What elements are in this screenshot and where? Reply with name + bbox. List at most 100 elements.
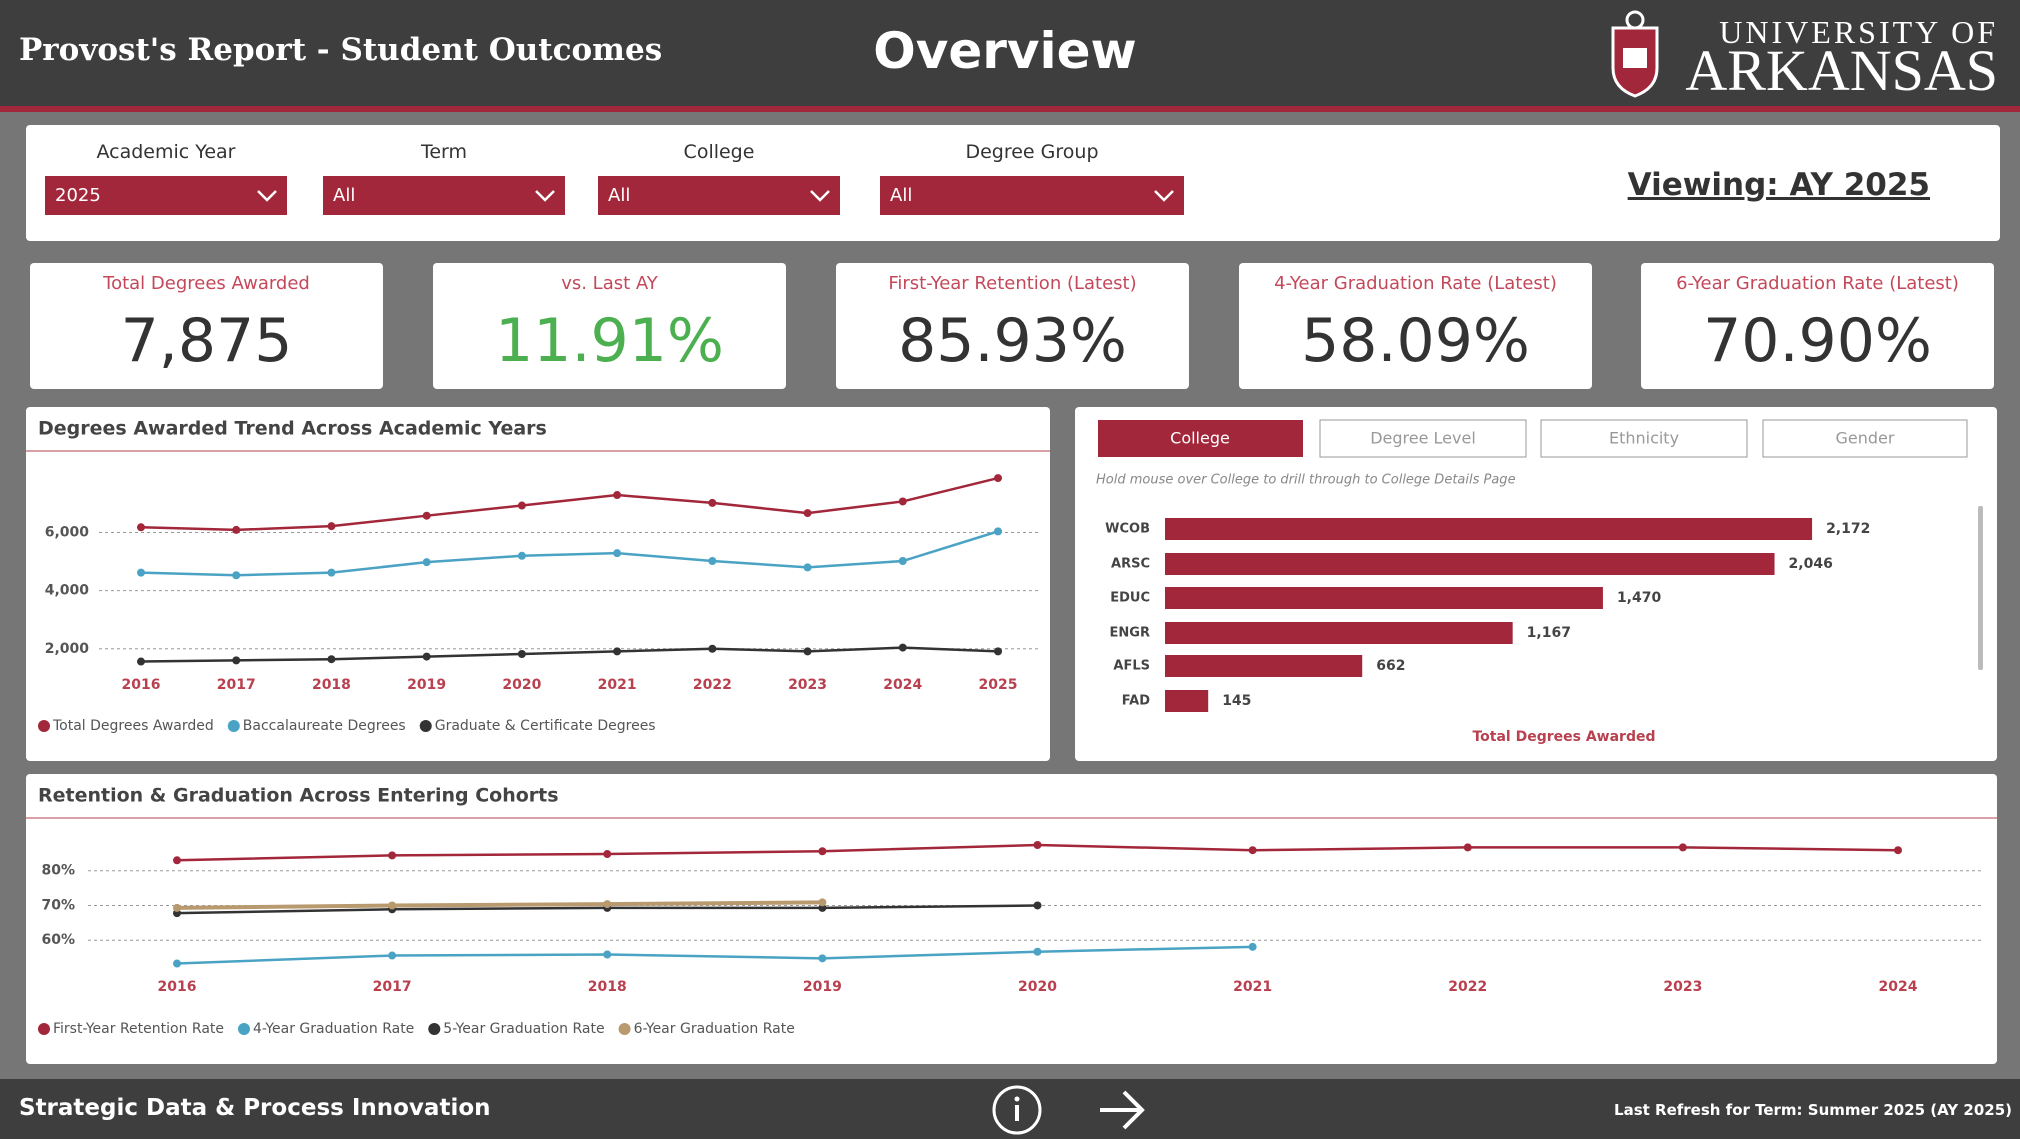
y-tick-label: ENGR — [1110, 626, 1150, 641]
filter-dropdown[interactable]: All — [880, 176, 1184, 215]
tab[interactable] — [1098, 420, 1303, 457]
tab-label: Degree Level — [1370, 429, 1476, 448]
logo-text: UNIVERSITY OF — [1719, 14, 1998, 50]
kpi-value: 70.90% — [1703, 306, 1932, 376]
x-tick-label: 2018 — [588, 979, 627, 995]
x-tick-label: 2017 — [217, 677, 256, 693]
point — [1894, 846, 1902, 855]
point — [173, 959, 181, 968]
x-tick-label: 2025 — [979, 677, 1018, 693]
x-tick-label: 2021 — [598, 677, 637, 693]
kpi-label: vs. Last AY — [561, 273, 658, 294]
bar — [1165, 587, 1603, 609]
point — [803, 563, 812, 572]
bar — [1165, 518, 1813, 540]
x-tick-label: 2023 — [788, 677, 827, 693]
point — [994, 474, 1002, 483]
next-button[interactable] — [1100, 1090, 1145, 1130]
kpi-card: First-Year Retention (Latest) 85.93% — [836, 263, 1189, 389]
point — [422, 558, 431, 567]
tab[interactable] — [1319, 419, 1527, 458]
point — [517, 649, 526, 658]
point — [708, 644, 717, 653]
point — [708, 557, 717, 566]
note: Hold mouse over College to drill through… — [1096, 473, 1516, 488]
point — [1033, 947, 1042, 956]
tab[interactable] — [1540, 419, 1748, 458]
point — [327, 522, 336, 531]
scrollbar[interactable] — [1978, 506, 1983, 670]
tab-label: Ethnicity — [1609, 429, 1679, 448]
point — [517, 501, 526, 510]
tab[interactable] — [1762, 419, 1968, 458]
filter-dropdown[interactable]: All — [598, 176, 840, 215]
y-tick-label: ARSC — [1111, 557, 1150, 572]
filter-dropdown[interactable]: All — [323, 176, 565, 215]
y-tick-label: 80% — [41, 863, 75, 879]
point — [898, 497, 907, 506]
legend-label: Graduate & Certificate Degrees — [435, 718, 656, 734]
legend-label: 4-Year Graduation Rate — [253, 1021, 414, 1037]
point — [898, 643, 907, 652]
y-tick-label: FAD — [1122, 694, 1150, 709]
y-tick-label: 6,000 — [45, 525, 90, 541]
legend-swatch — [428, 1023, 441, 1035]
report-title: Provost's Report - Student Outcomes — [19, 32, 663, 68]
legend-swatch — [38, 720, 50, 732]
kpi-card: 6-Year Graduation Rate (Latest) 70.90% — [1641, 263, 1994, 389]
point — [232, 656, 241, 665]
footer-icons — [992, 1085, 1145, 1135]
filter-dropdown[interactable]: 2025 — [45, 176, 287, 215]
legend-swatch — [238, 1023, 251, 1035]
kpi-label: Total Degrees Awarded — [103, 273, 310, 294]
legend-swatch — [618, 1023, 631, 1035]
point — [708, 498, 717, 507]
point — [137, 657, 145, 666]
kpi-value: 58.09% — [1301, 306, 1530, 376]
legend-swatch — [38, 1023, 50, 1035]
logo-text: ARKANSAS — [1685, 38, 1998, 103]
info-button[interactable] — [992, 1085, 1042, 1135]
legend-label: Baccalaureate Degrees — [243, 718, 406, 734]
point — [803, 647, 812, 656]
point — [327, 655, 336, 664]
point — [994, 647, 1002, 656]
series-line — [176, 900, 823, 910]
x-tick-label: 2024 — [1879, 979, 1918, 995]
point — [137, 523, 145, 532]
x-tick-label: 2020 — [1018, 979, 1057, 995]
kpi-card: vs. Last AY 11.91% — [433, 263, 786, 389]
point — [232, 571, 241, 580]
bar — [1165, 655, 1363, 677]
point — [1033, 901, 1042, 910]
trend-chart: Degrees Awarded Trend Across Academic Ye… — [26, 407, 1050, 761]
footer: Strategic Data & Process Innovation Last… — [0, 1079, 2020, 1139]
tab-label: College — [1170, 429, 1230, 448]
kpi-value: 7,875 — [120, 306, 293, 376]
point — [1463, 843, 1472, 852]
filter-label: Term — [420, 141, 468, 163]
kpi-label: First-Year Retention (Latest) — [888, 273, 1137, 294]
series-line — [176, 945, 1253, 965]
legend-label: Total Degrees Awarded — [52, 718, 214, 734]
point — [173, 903, 181, 912]
point — [422, 511, 431, 520]
x-tick-label: 2016 — [158, 979, 197, 995]
filter-value: All — [333, 185, 356, 206]
x-tick-label: 2022 — [1448, 979, 1487, 995]
chart-title: Degrees Awarded Trend Across Academic Ye… — [38, 418, 547, 440]
x-tick-label: 2022 — [693, 677, 732, 693]
x-tick-label: 2019 — [407, 677, 446, 693]
x-tick-label: 2016 — [122, 677, 161, 693]
kpi-card: 4-Year Graduation Rate (Latest) 58.09% — [1239, 263, 1592, 389]
point — [388, 951, 397, 960]
point — [613, 647, 622, 656]
x-tick-label: 2021 — [1233, 979, 1272, 995]
point — [1033, 840, 1042, 849]
header: Provost's Report - Student Outcomes Over… — [0, 0, 2020, 112]
legend-label: 5-Year Graduation Rate — [443, 1021, 604, 1037]
value-label: 2,046 — [1789, 556, 1833, 572]
x-tick-label: 2017 — [373, 979, 412, 995]
kpi-card: Total Degrees Awarded 7,875 — [30, 263, 383, 389]
y-tick-label: 70% — [41, 897, 75, 913]
